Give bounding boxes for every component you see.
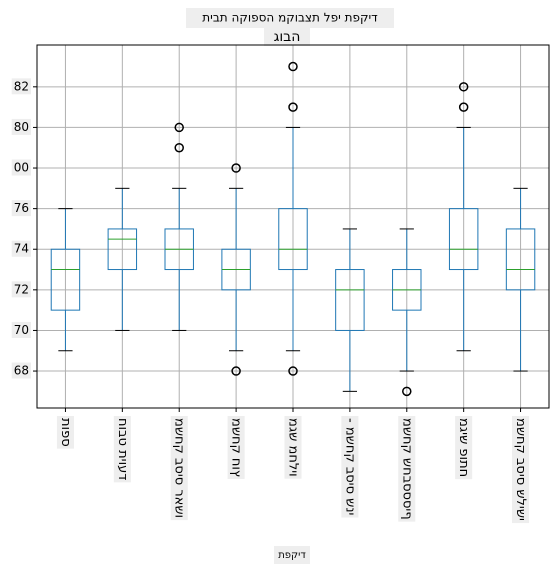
y-tick-label-bg xyxy=(11,281,31,298)
flier xyxy=(402,386,412,397)
x-tick-label: ישילש סיסב קחשמ xyxy=(513,418,528,521)
x-axis-label: דיקפת xyxy=(278,550,306,561)
x-tick-label-bg xyxy=(170,416,188,521)
x-tick-label-bg xyxy=(113,416,131,483)
flier xyxy=(458,102,469,112)
x-label-bg xyxy=(274,546,310,564)
y-tick-label-bg xyxy=(11,362,31,379)
x-tick-label-bg xyxy=(56,416,74,449)
x-tick-label-bg xyxy=(512,416,530,524)
y-tick-label: 74 xyxy=(14,242,29,256)
x-tick-label: חתופ שיגמ xyxy=(456,418,471,477)
flier xyxy=(174,142,184,153)
x-tick-label-bg xyxy=(398,416,416,522)
x-tick-label: ספות xyxy=(58,418,73,447)
box xyxy=(505,228,536,291)
y-tick-label: 82 xyxy=(14,79,29,93)
x-tick-label: ץוח קחשמ xyxy=(229,418,244,477)
chart-title: דיקפת יפל תצבוקמ הספוקה תבית xyxy=(202,11,378,25)
subtitle-bg xyxy=(264,28,310,46)
box xyxy=(50,248,81,311)
flier xyxy=(174,122,184,133)
x-tick-label-bg xyxy=(227,416,245,479)
x-tick-label: - ינש סיסב קחשמ xyxy=(342,418,357,516)
y-tick-label: 76 xyxy=(14,201,29,215)
y-tick-label-bg xyxy=(11,200,31,217)
x-tick-label: וילחמ שגמ xyxy=(286,418,301,477)
box xyxy=(278,208,308,271)
y-tick-label-bg xyxy=(11,159,31,176)
y-tick-label-bg xyxy=(11,240,31,257)
x-tick-label: דעוית טבוח xyxy=(115,418,130,480)
box xyxy=(448,208,479,271)
x-tick-label-bg xyxy=(341,416,359,518)
flier xyxy=(231,163,241,173)
box xyxy=(335,269,365,331)
y-tick-label-bg xyxy=(11,118,31,135)
x-tick-label: ושאר סיסב קחשמ xyxy=(172,418,187,518)
y-tick-label-bg xyxy=(11,321,31,338)
flier xyxy=(288,366,298,376)
title-bg xyxy=(186,8,394,28)
chart-subtitle: הבוג xyxy=(274,29,301,45)
y-tick-label: 70 xyxy=(14,323,29,337)
y-tick-label: 68 xyxy=(14,364,29,378)
flier xyxy=(458,82,469,92)
flier xyxy=(288,102,298,112)
y-tick-label: 00 xyxy=(14,161,29,175)
y-tick-label: 72 xyxy=(14,282,29,296)
x-tick-label: ףיסססבחש קחשמ xyxy=(399,418,414,520)
flier xyxy=(288,61,298,72)
box xyxy=(107,228,138,271)
y-tick-label: 80 xyxy=(14,120,29,134)
y-tick-label-bg xyxy=(11,78,31,95)
x-tick-label-bg xyxy=(284,416,302,479)
x-tick-label-bg xyxy=(455,416,473,480)
flier xyxy=(231,366,241,376)
